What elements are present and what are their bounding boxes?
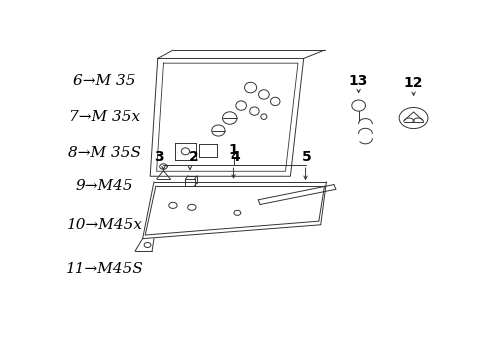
Text: 4: 4 (230, 150, 240, 164)
Text: 3: 3 (154, 150, 163, 164)
Text: 1: 1 (228, 143, 238, 157)
Text: 11→M45S: 11→M45S (65, 262, 143, 276)
Text: 13: 13 (348, 73, 367, 87)
Text: 2: 2 (188, 150, 198, 164)
Text: 8→M 35S: 8→M 35S (68, 146, 141, 160)
Text: 7→M 35x: 7→M 35x (69, 110, 140, 123)
Text: 10→M45x: 10→M45x (66, 218, 142, 232)
Text: 5: 5 (301, 150, 311, 164)
Text: 9→M45: 9→M45 (76, 179, 133, 193)
Text: 6→M 35: 6→M 35 (73, 74, 136, 87)
Text: 12: 12 (403, 76, 423, 90)
